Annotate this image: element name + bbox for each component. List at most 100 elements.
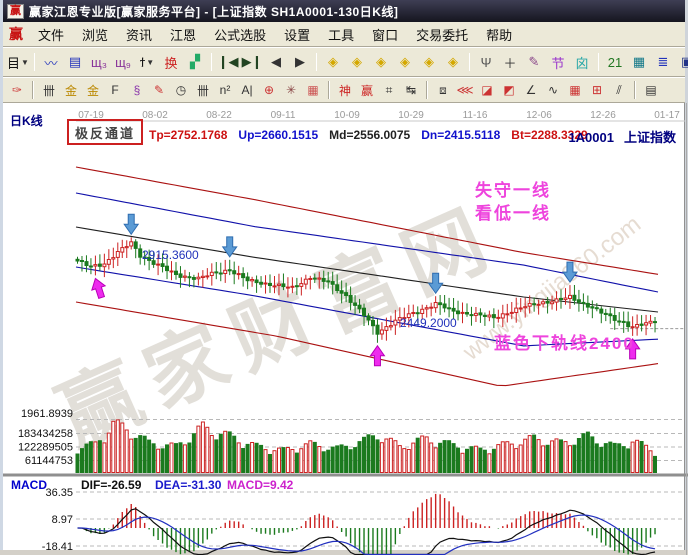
price-high-label: 2915.3600 xyxy=(142,248,199,262)
box-select-icon[interactable]: ⧈ xyxy=(439,82,447,97)
report-icon[interactable]: ▤ xyxy=(68,54,82,69)
toolbar-separator xyxy=(32,81,34,99)
channel-line-Bt xyxy=(75,301,659,387)
toolbar-separator xyxy=(426,81,428,99)
gold-fan-icon[interactable]: 金 xyxy=(86,83,99,98)
macd-pane[interactable]: 36.35 8.97 -18.41 xyxy=(42,487,683,555)
ray-fan-icon[interactable]: ⋘ xyxy=(456,83,474,97)
menu-item-4[interactable]: 江恩 xyxy=(170,27,197,43)
period-label: 日K线 xyxy=(10,114,43,128)
channel-value-4: Dn=2415.5118 xyxy=(421,128,501,142)
grid-arrow-icon[interactable]: ⊞ xyxy=(591,83,603,97)
menu-item-7[interactable]: 工具 xyxy=(328,27,355,43)
list-panel-icon[interactable]: ▤ xyxy=(645,83,657,97)
gann-grid-icon[interactable]: 卌 xyxy=(42,83,55,98)
grid-box-icon[interactable]: ▦ xyxy=(307,83,319,97)
channel-value-3: Md=2556.0075 xyxy=(329,128,411,142)
candle-style-icon[interactable]: ϯ ▼ xyxy=(139,54,155,70)
note-look-lower: 看低一线 xyxy=(474,203,551,223)
macd-dif-value: DIF=-26.59 xyxy=(81,478,142,492)
toolbar-separator xyxy=(316,53,317,71)
diamond-expand-icon[interactable]: ◈ xyxy=(376,54,386,69)
brain-map-icon[interactable]: 囟 xyxy=(575,55,589,71)
diamond-cross-icon[interactable]: ◈ xyxy=(448,54,458,69)
toolbar-separator xyxy=(328,81,330,99)
menu-item-2[interactable]: 浏览 xyxy=(82,27,109,43)
toolbar-separator xyxy=(211,53,212,71)
date-tick: 07-19 xyxy=(78,110,104,121)
exchange-icon[interactable]: 换 xyxy=(164,55,178,71)
menu-item-8[interactable]: 窗口 xyxy=(372,27,399,43)
shaded-box2-icon[interactable]: ◩ xyxy=(503,83,515,97)
macd-title: MACD xyxy=(11,478,47,492)
fibonacci-icon[interactable]: F xyxy=(111,83,119,97)
macd-axis-label: 36.35 xyxy=(45,487,73,499)
prev-page-icon[interactable]: ◀ xyxy=(271,54,281,69)
note-blue-rail: 蓝色下轨线2400 xyxy=(494,333,635,353)
star-burst-icon[interactable]: ✳ xyxy=(285,83,297,97)
app-logo-icon: 赢 xyxy=(7,3,24,19)
last-page-icon[interactable]: ▶❙ xyxy=(241,54,263,69)
buy-arrow-icon xyxy=(91,277,107,300)
angle-lines-icon[interactable]: ∠ xyxy=(525,83,537,97)
calendar-icon[interactable]: 21 xyxy=(607,54,623,70)
gold-ratio-icon[interactable]: 金 xyxy=(64,83,77,98)
cycle-clock-icon[interactable]: ◷ xyxy=(175,83,187,97)
diamond-right-icon[interactable]: ◈ xyxy=(352,54,362,69)
dif-line xyxy=(77,508,656,555)
parallel-lines-icon[interactable]: ⫽ xyxy=(616,82,622,97)
menu-item-5[interactable]: 公式选股 xyxy=(214,27,267,43)
candles xyxy=(75,237,657,343)
kline-period-icon[interactable]: 目 ▼ xyxy=(7,55,29,71)
ying-tool-icon[interactable]: 赢 xyxy=(360,83,373,98)
date-tick: 11-16 xyxy=(463,110,488,121)
symbol-label: 1A0001 上证指数 xyxy=(558,127,676,146)
pan-hand-icon[interactable]: Ψ xyxy=(480,54,492,70)
diamond-compress-icon[interactable]: ◈ xyxy=(400,54,410,69)
n-square-icon[interactable]: n² xyxy=(219,83,231,97)
note-lost-line: 失守一线 xyxy=(475,180,551,200)
notes-icon[interactable]: ≣ xyxy=(657,54,669,69)
symbol-code: 1A0001 xyxy=(568,130,614,145)
menu-item-6[interactable]: 设置 xyxy=(284,27,311,43)
ruler-123-icon[interactable]: ⌗ xyxy=(385,82,393,97)
date-tick: 10-09 xyxy=(334,110,360,121)
menu-item-10[interactable]: 帮助 xyxy=(486,27,513,43)
text-tool-icon[interactable]: A| xyxy=(241,83,253,97)
minute-9-icon[interactable]: щ₉ xyxy=(115,54,131,70)
crosshair-icon[interactable]: ＋ xyxy=(503,55,517,71)
spiral-icon[interactable]: § xyxy=(133,83,141,97)
diamond-star-icon[interactable]: ◈ xyxy=(424,54,434,69)
ribbon-icon[interactable]: 节 xyxy=(551,55,565,71)
menu-item-3[interactable]: 资讯 xyxy=(126,27,153,43)
trend-pencil-icon[interactable]: ✎ xyxy=(153,83,165,97)
minute-3-icon[interactable]: щ₃ xyxy=(91,54,107,70)
toolbar-drawing: ✑ 卌金金 F § ✎ ◷ 卌 n² A| ⊕ ✳ ▦ 神赢 ⌗ ↹ ⧈ ⋘ ◪ ◩ ∠ ∿ ▦ ⊞ ⫽ ▤ xyxy=(3,77,685,103)
brush-icon[interactable]: ✑ xyxy=(11,83,23,97)
save-icon[interactable]: ▣ xyxy=(680,54,688,69)
calculator-icon[interactable]: ▦ xyxy=(632,54,646,69)
circle-target-icon[interactable]: ⊕ xyxy=(263,83,275,97)
diamond-left-icon[interactable]: ◈ xyxy=(328,54,338,69)
ruler-bars-icon[interactable]: 卌 xyxy=(196,83,209,98)
first-page-icon[interactable]: ❙◀ xyxy=(217,54,239,69)
date-tick: 08-22 xyxy=(206,110,232,121)
zigzag-icon[interactable]: ∿ xyxy=(547,83,559,97)
symbol-name: 上证指数 xyxy=(623,130,676,145)
pointer-pin-icon[interactable]: ✎ xyxy=(528,54,540,69)
volume-axis-label: 122289505 xyxy=(18,442,73,454)
color-kline-icon[interactable]: ▞ xyxy=(190,54,200,69)
measure-icon[interactable]: ↹ xyxy=(405,83,417,97)
red-grid-icon[interactable]: ▦ xyxy=(569,83,581,97)
menu-item-1[interactable]: 文件 xyxy=(38,27,65,43)
next-page-icon[interactable]: ▶ xyxy=(295,54,305,69)
shen-tool-icon[interactable]: 神 xyxy=(338,83,351,98)
volume-axis-label: 61144753 xyxy=(25,455,73,467)
shaded-box-icon[interactable]: ◪ xyxy=(481,83,493,97)
wave-curve-icon[interactable]: 〰 xyxy=(44,55,58,71)
menu-item-9[interactable]: 交易委托 xyxy=(416,27,469,43)
date-tick: 09-11 xyxy=(271,110,296,121)
menu-bar: 赢 文件 浏览 资讯 江恩 公式选股 设置 工具 窗口 交易委托 帮助 xyxy=(3,22,685,47)
